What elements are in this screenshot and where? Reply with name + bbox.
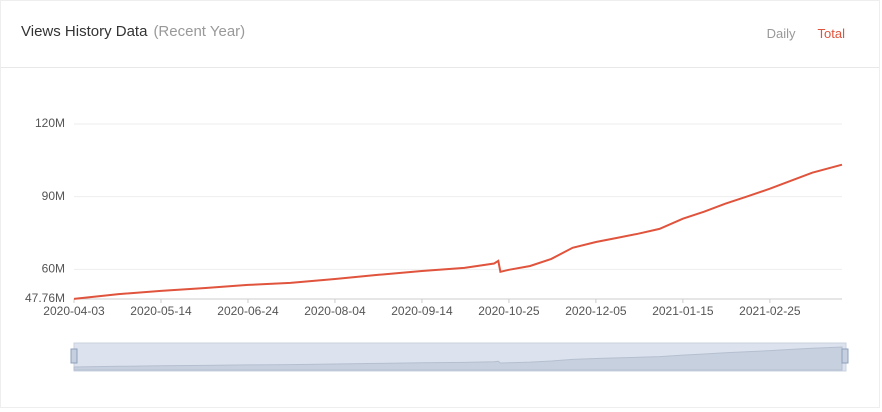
x-tick-label: 2020-08-04: [304, 304, 366, 318]
zoom-handle[interactable]: [70, 348, 78, 364]
x-tick-label: 2021-02-25: [739, 304, 801, 318]
overview-area: [73, 346, 843, 371]
x-tick-label: 2020-04-03: [43, 304, 105, 318]
x-tick-label: 2020-12-05: [565, 304, 627, 318]
zoom-handle[interactable]: [841, 348, 849, 364]
y-tick-label: 120M: [35, 116, 65, 130]
x-tick-label: 2020-10-25: [478, 304, 540, 318]
header: Views History Data (Recent Year) Daily Tot…: [1, 1, 879, 68]
x-tick-label: 2020-05-14: [130, 304, 192, 318]
title: Views History Data (Recent Year): [21, 23, 245, 40]
x-tick-label: 2020-09-14: [391, 304, 453, 318]
line: [73, 163, 843, 300]
y-tick-label: 90M: [42, 189, 65, 203]
subtitle: (Recent Year): [153, 23, 246, 40]
y-tick-label: 47.76M: [25, 291, 65, 305]
tab[interactable]: Daily: [766, 26, 796, 41]
title-text: Views History Data: [21, 23, 148, 40]
tabs: Daily Total: [745, 26, 845, 41]
y-tick-label: 60M: [42, 262, 65, 276]
tab[interactable]: Total: [817, 26, 845, 41]
x-tick-label: 2020-06-24: [217, 304, 279, 318]
x-tick-label: 2021-01-15: [652, 304, 714, 318]
